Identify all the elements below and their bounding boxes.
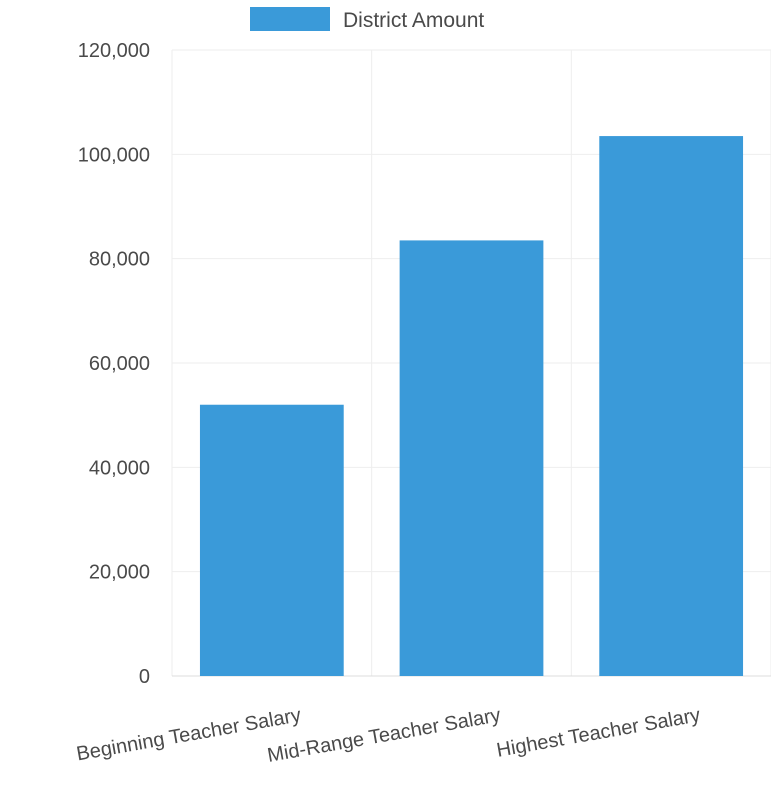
y-tick-label: 100,000 xyxy=(78,144,150,166)
legend-swatch[interactable] xyxy=(250,7,330,31)
bars xyxy=(199,136,744,677)
legend[interactable]: District Amount xyxy=(250,7,484,32)
y-tick-label: 40,000 xyxy=(89,457,150,479)
y-tick-label: 120,000 xyxy=(78,40,150,62)
bar[interactable] xyxy=(599,136,744,676)
y-tick-label: 60,000 xyxy=(89,353,150,375)
bar[interactable] xyxy=(399,240,544,677)
bar[interactable] xyxy=(199,404,344,676)
y-tick-label: 0 xyxy=(139,666,150,688)
x-tick-label: Mid-Range Teacher Salary xyxy=(266,704,503,767)
y-axis: 0 20,000 40,000 60,000 80,000 100,000 120,000 xyxy=(78,40,771,688)
x-tick-label: Highest Teacher Salary xyxy=(495,704,702,762)
y-tick-label: 20,000 xyxy=(89,562,150,584)
legend-label[interactable]: District Amount xyxy=(343,9,484,32)
y-tick-label: 80,000 xyxy=(89,249,150,271)
